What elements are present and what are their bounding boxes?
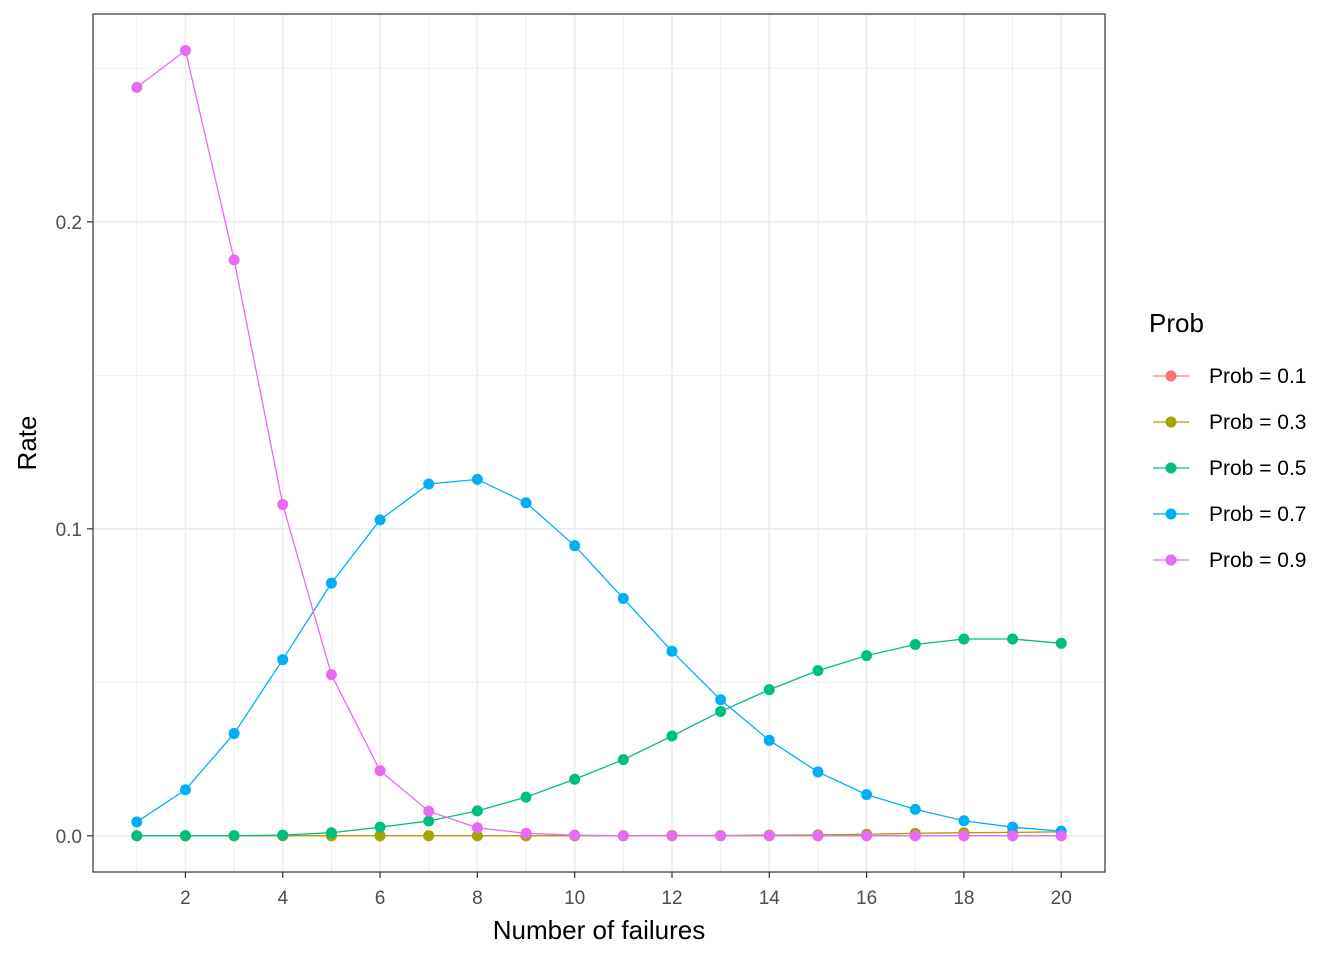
data-point: [374, 514, 386, 526]
data-point: [374, 821, 386, 833]
data-point: [423, 805, 435, 817]
data-point: [569, 540, 581, 552]
data-point: [1007, 830, 1019, 842]
legend-title: Prob: [1149, 308, 1204, 338]
x-axis: 2 4 6 8 10 12 14 16 18 20: [180, 872, 1072, 909]
y-axis: 0.0 0.1 0.2: [56, 213, 93, 848]
data-point: [277, 499, 289, 511]
legend-key-point: [1165, 462, 1177, 474]
data-point: [617, 830, 629, 842]
data-point: [861, 789, 873, 801]
y-tick-label: 0.1: [56, 520, 82, 541]
data-point: [617, 592, 629, 604]
data-point: [569, 773, 581, 785]
data-point: [1007, 821, 1019, 833]
data-point: [812, 766, 824, 778]
data-point: [131, 81, 143, 93]
x-tick-label: 4: [277, 888, 288, 909]
data-point: [958, 815, 970, 827]
legend-key-point: [1165, 554, 1177, 566]
x-tick-label: 16: [856, 888, 877, 909]
data-point: [471, 473, 483, 485]
x-tick-label: 10: [564, 888, 585, 909]
panel-border: [92, 13, 1106, 873]
data-point: [471, 805, 483, 817]
data-point: [812, 665, 824, 677]
legend-key-point: [1165, 508, 1177, 520]
x-tick-label: 18: [953, 888, 974, 909]
x-tick-label: 2: [180, 888, 191, 909]
legend-label: Prob = 0.5: [1209, 457, 1306, 480]
data-point: [958, 830, 970, 842]
x-tick-label: 14: [759, 888, 781, 909]
data-point: [471, 822, 483, 834]
series-line-3: [136, 638, 1062, 837]
legend-label: Prob = 0.9: [1209, 549, 1306, 572]
data-point: [325, 827, 337, 839]
x-tick-label: 8: [472, 888, 483, 909]
series-line-4: [136, 478, 1062, 832]
data-point: [763, 734, 775, 746]
data-point: [666, 645, 678, 657]
data-point: [423, 830, 435, 842]
minor-gridlines: [93, 14, 1105, 872]
y-tick-label: 0.2: [56, 213, 82, 234]
data-point: [666, 830, 678, 842]
data-point: [520, 791, 532, 803]
panel-background: [93, 14, 1105, 872]
data-point: [228, 830, 240, 842]
x-axis-title: Number of failures: [493, 915, 705, 945]
data-point: [861, 650, 873, 662]
x-tick-label: 6: [375, 888, 386, 909]
data-point: [569, 829, 581, 841]
y-tick-label: 0.0: [56, 827, 82, 848]
series-line-5: [136, 49, 1062, 837]
legend-label: Prob = 0.1: [1209, 365, 1306, 388]
data-point: [909, 830, 921, 842]
data-point: [520, 497, 532, 509]
data-point: [228, 728, 240, 740]
data-point: [228, 254, 240, 266]
data-point: [423, 478, 435, 490]
x-tick-label: 12: [661, 888, 682, 909]
legend-label: Prob = 0.7: [1209, 503, 1306, 526]
x-tick-label: 20: [1051, 888, 1072, 909]
data-point: [179, 45, 191, 57]
series-layer: [131, 45, 1067, 842]
data-point: [520, 827, 532, 839]
data-point: [666, 730, 678, 742]
data-point: [131, 830, 143, 842]
data-point: [763, 830, 775, 842]
data-point: [374, 765, 386, 777]
data-point: [715, 830, 727, 842]
data-point: [374, 830, 386, 842]
data-point: [325, 669, 337, 681]
data-point: [325, 577, 337, 589]
data-point: [861, 830, 873, 842]
data-point: [179, 784, 191, 796]
data-point: [277, 829, 289, 841]
data-point: [1007, 633, 1019, 645]
legend-key-point: [1165, 416, 1177, 428]
data-point: [471, 830, 483, 842]
legend-label: Prob = 0.3: [1209, 411, 1306, 434]
data-point: [1055, 830, 1067, 842]
legend: Prob Prob = 0.1 Prob = 0.3 Prob = 0.5 Prob …: [1149, 308, 1306, 572]
data-point: [763, 684, 775, 696]
data-point: [277, 654, 289, 666]
data-point: [423, 815, 435, 827]
data-point: [179, 830, 191, 842]
data-point: [958, 633, 970, 645]
data-point: [715, 694, 727, 706]
data-point: [909, 803, 921, 815]
data-point: [1055, 637, 1067, 649]
data-point: [812, 830, 824, 842]
data-point: [617, 754, 629, 766]
legend-key-point: [1165, 370, 1177, 382]
data-point: [131, 816, 143, 828]
data-point: [715, 705, 727, 717]
data-point: [909, 639, 921, 651]
y-axis-title: Rate: [12, 416, 42, 471]
